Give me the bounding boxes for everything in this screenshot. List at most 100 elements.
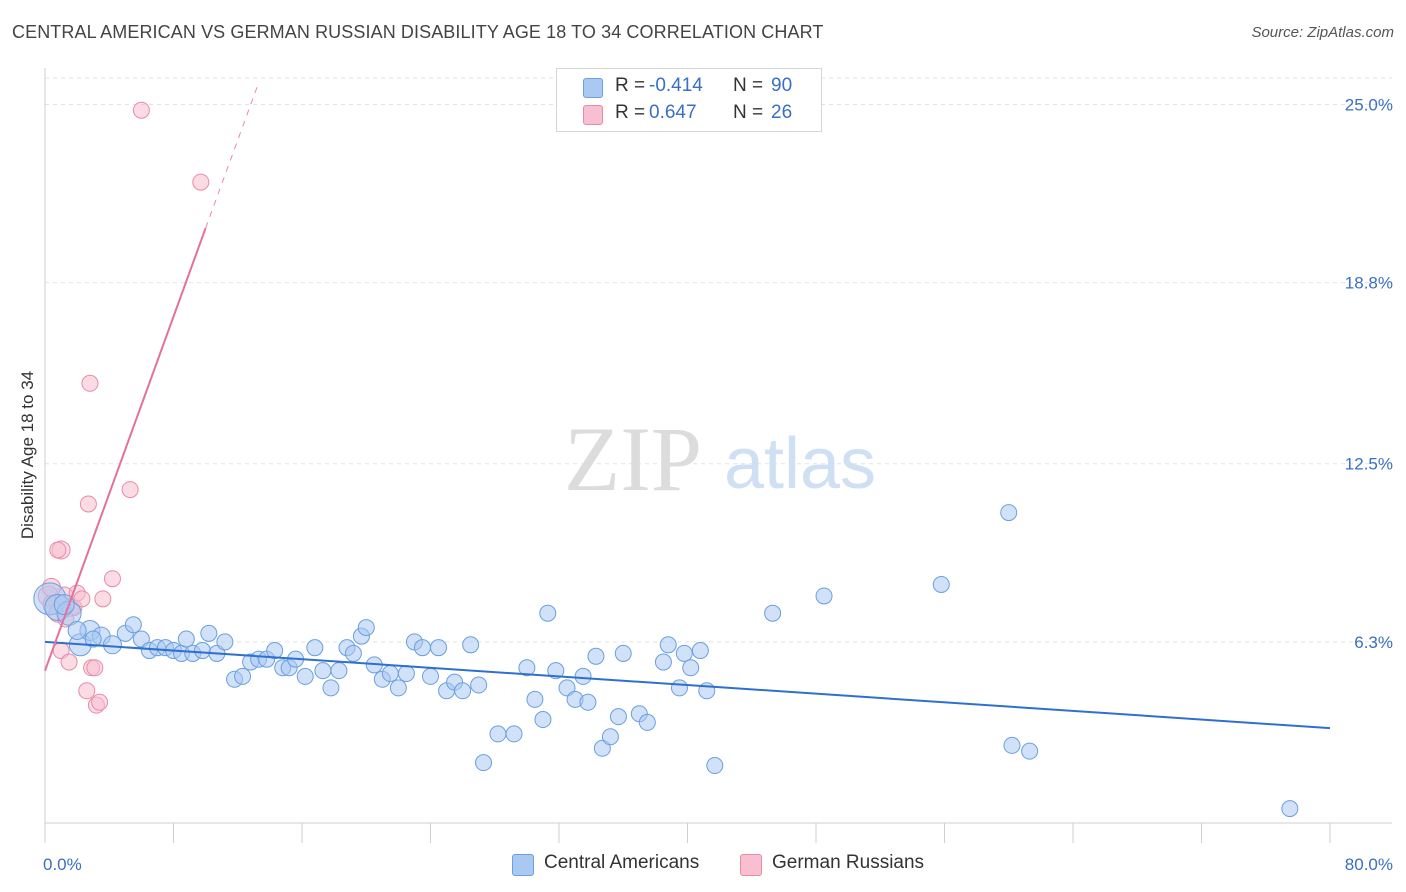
central-americans-point [1003, 736, 1021, 754]
german-russians-point [60, 653, 78, 671]
central-americans-point [200, 624, 218, 642]
central-americans-point [932, 575, 950, 593]
central-americans-point [1281, 800, 1299, 818]
central-americans-point [534, 711, 552, 729]
chart-title: CENTRAL AMERICAN VS GERMAN RUSSIAN DISAB… [12, 22, 824, 42]
central-americans-point [216, 633, 234, 651]
central-americans-points [33, 504, 1299, 818]
central-americans-point [470, 676, 488, 694]
central-americans-point [675, 644, 693, 662]
german-russians-point [81, 374, 99, 392]
legend-label: Central Americans [544, 852, 700, 873]
central-americans-point [691, 642, 709, 660]
central-americans-point [539, 604, 557, 622]
central-americans-point [389, 679, 407, 697]
central-americans-point [322, 679, 340, 697]
y-tick-label: 6.3% [1354, 633, 1393, 652]
correlation-legend: R = -0.414 N = 90 R = 0.647 N = 26 [556, 68, 822, 132]
central-americans-point [102, 635, 122, 655]
central-americans-point [314, 662, 332, 680]
german-russians-point [94, 590, 112, 608]
central-americans-point [1000, 504, 1018, 522]
source-label: Source: ZipAtlas.com [1251, 24, 1394, 41]
central-americans-point [193, 642, 211, 660]
central-americans-point [422, 667, 439, 685]
central-americans-point [518, 659, 536, 677]
trend-lines [44, 87, 1331, 730]
legend-r-value: -0.414 [649, 75, 703, 96]
central-americans-point [609, 708, 627, 726]
central-americans-point [381, 665, 399, 683]
central-americans-point [344, 644, 362, 662]
legend-swatch-pink [583, 105, 603, 125]
central-americans-point [454, 682, 472, 700]
central-americans-point [84, 630, 102, 648]
central-americans-point [306, 639, 324, 657]
central-americans-point [475, 754, 493, 772]
x-tick-label: 0.0% [43, 855, 82, 874]
legend-swatch-blue [583, 78, 603, 98]
central-americans-point [815, 587, 833, 605]
central-americans-point [654, 653, 672, 671]
central-americans-point [430, 639, 448, 657]
central-americans-point [266, 642, 284, 660]
central-americans-point [330, 662, 348, 680]
central-americans-point [614, 644, 632, 662]
german-russians-point [86, 659, 104, 677]
legend-swatch-blue [512, 854, 534, 876]
central-americans-point [526, 690, 544, 708]
central-americans-point [489, 725, 507, 743]
legend-label: German Russians [772, 852, 925, 873]
series-legend: Central Americans German Russians [0, 852, 1406, 878]
german-russians-point [49, 541, 67, 559]
german-russians-point [132, 101, 150, 119]
german-russians-point [73, 590, 91, 608]
central-americans-point [234, 667, 252, 685]
grid-lines [45, 77, 1392, 643]
central-americans-point [177, 630, 195, 648]
central-americans-point [505, 725, 523, 743]
german-russians-trend-extension [205, 87, 258, 229]
central-americans-point [574, 667, 592, 685]
german-russians-point [78, 682, 96, 700]
central-americans-point [764, 604, 782, 622]
central-americans-point [413, 639, 431, 657]
german-russians-trend-line [44, 227, 207, 672]
central-americans-point [638, 713, 656, 731]
german-russians-point [192, 173, 210, 191]
axes [44, 68, 1392, 843]
y-axis-label: Disability Age 18 to 34 [18, 371, 37, 539]
central-americans-point [132, 630, 150, 648]
central-americans-point [579, 693, 597, 711]
central-americans-point [296, 667, 314, 685]
central-americans-point [53, 594, 75, 616]
german-russians-point [79, 495, 97, 513]
central-americans-point [357, 619, 375, 637]
central-americans-point [682, 659, 700, 677]
central-americans-point [601, 728, 619, 746]
central-americans-point [1021, 742, 1039, 760]
watermark-zip: ZIP [564, 408, 702, 510]
german-russians-point [121, 481, 139, 499]
legend-r-label: R = [615, 75, 646, 96]
central-americans-point [547, 662, 565, 680]
legend-r-value: 0.647 [649, 102, 697, 123]
central-americans-point [397, 665, 415, 683]
legend-r-label: R = [615, 102, 646, 123]
central-americans-point [462, 636, 480, 654]
central-americans-point [593, 739, 611, 757]
x-tick-label: 80.0% [1345, 855, 1393, 874]
legend-n-label: N = [733, 102, 764, 123]
german-russians-point [91, 693, 109, 711]
central-americans-point [67, 620, 87, 640]
y-tick-label: 18.8% [1345, 274, 1393, 293]
german-russians-point [103, 570, 121, 588]
central-americans-point [670, 679, 688, 697]
central-americans-point [587, 647, 605, 665]
y-tick-label: 12.5% [1345, 455, 1393, 474]
central-americans-point [706, 757, 724, 775]
y-tick-label: 25.0% [1345, 95, 1393, 114]
legend-n-value: 26 [771, 102, 793, 123]
central-americans-point [558, 679, 576, 697]
